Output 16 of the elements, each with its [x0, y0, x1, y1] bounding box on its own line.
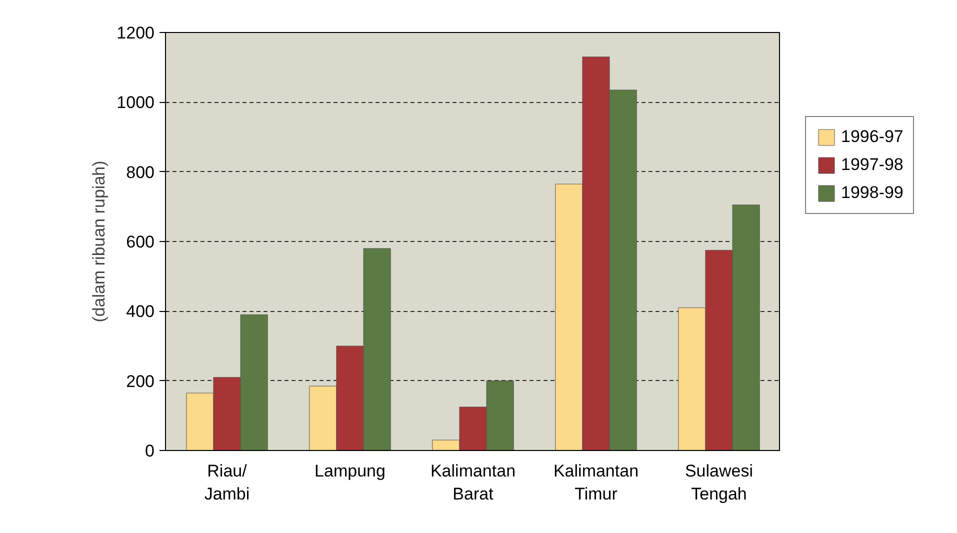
y-tick-label: 0 — [145, 442, 155, 460]
x-tick-label: Kalimantan Timur — [553, 462, 639, 504]
x-tick-label: Kalimantan Barat — [430, 462, 516, 504]
y-tick-label: 200 — [126, 372, 155, 391]
x-tick-label: Sulawesi Tengah — [684, 462, 754, 504]
y-axis-title: (dalam ribuan rupiah) — [90, 160, 109, 322]
y-tick-label: 800 — [126, 162, 155, 182]
y-tick-label: 1000 — [116, 93, 155, 112]
legend-label: 1998-99 — [841, 183, 904, 203]
legend-label: 1996-97 — [841, 127, 904, 147]
y-tick-label: 400 — [126, 302, 155, 322]
x-tick-label: Riau/ Jambi — [204, 462, 250, 504]
legend-label: 1997-98 — [841, 155, 904, 175]
x-tick-label: Lampung — [314, 462, 386, 480]
y-tick-label: 1200 — [116, 24, 155, 42]
y-tick-label: 600 — [126, 232, 155, 252]
